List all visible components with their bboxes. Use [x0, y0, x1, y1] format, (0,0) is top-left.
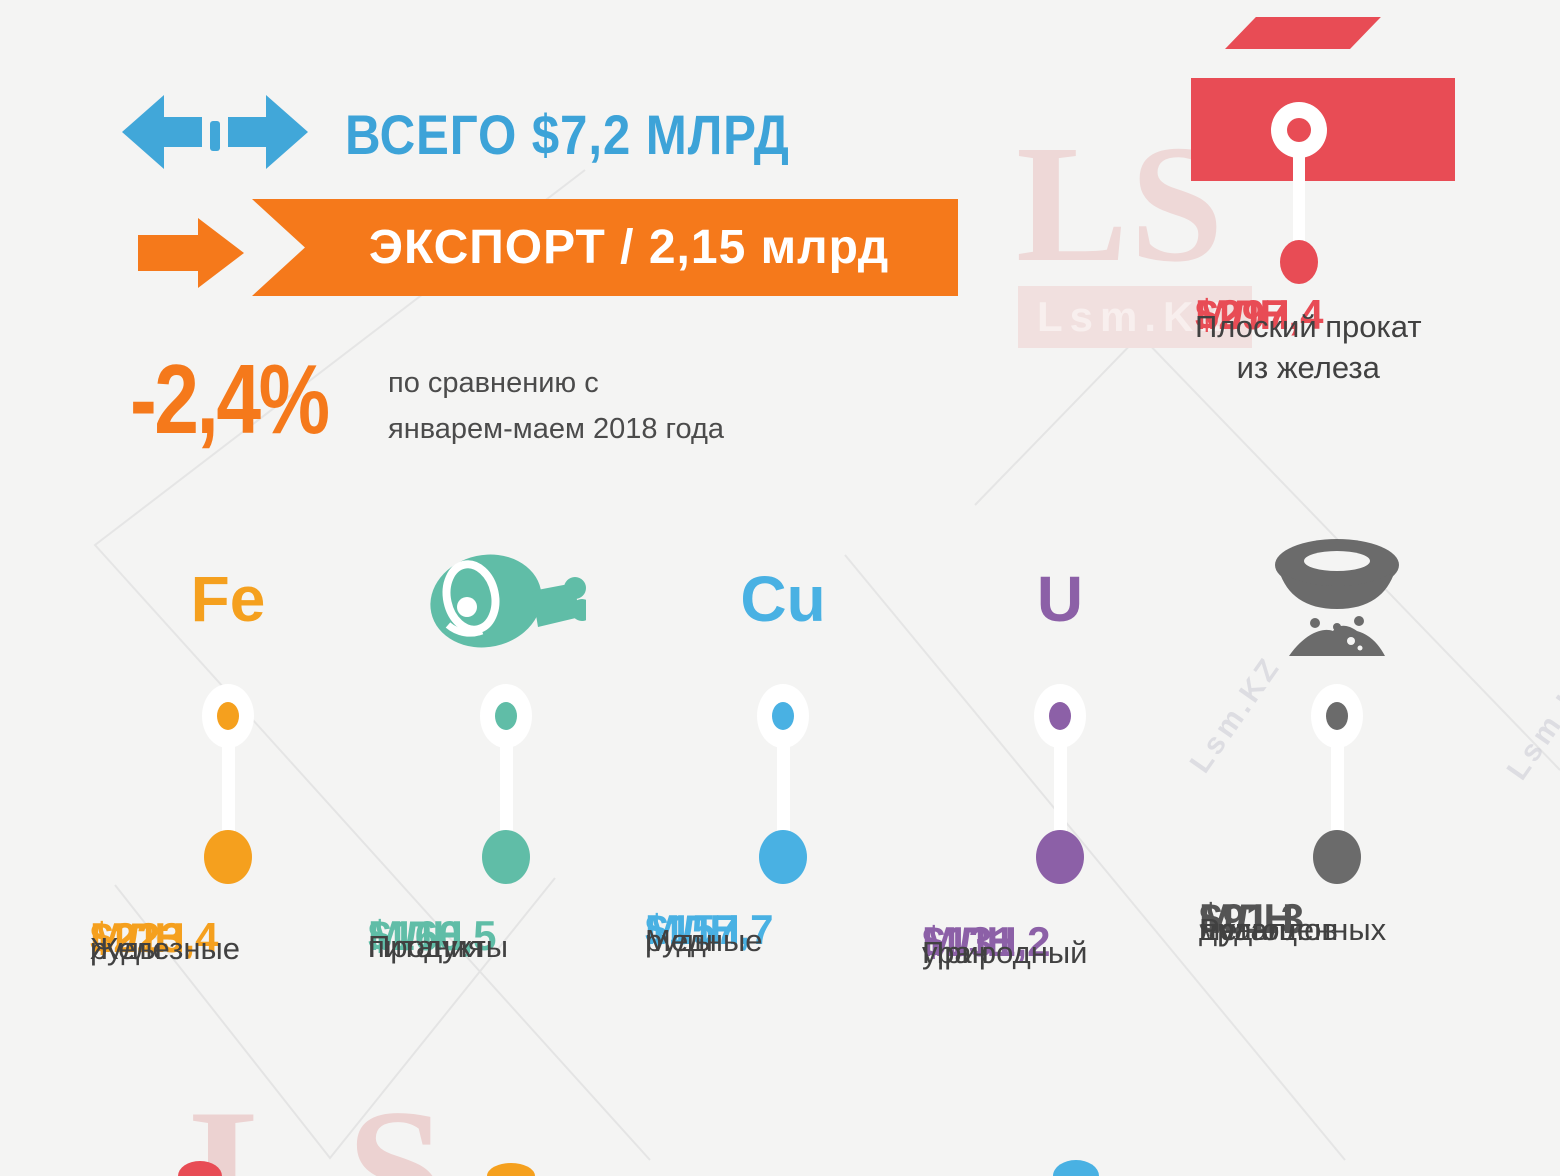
lsm-kz-watermark-box: Lsm.KZ — [1018, 286, 1252, 348]
bar-marker-dot — [759, 830, 807, 884]
element-symbol-fe: Fe — [190, 563, 266, 635]
featured-label-line1: Плоский прокат — [1195, 309, 1422, 344]
bar-marker-stem — [1331, 712, 1344, 858]
featured-marker-dot — [1280, 240, 1318, 284]
column-value: $223,4 — [90, 914, 219, 961]
column-value: $160,5 — [368, 912, 497, 959]
featured-marker-ring — [1271, 102, 1327, 158]
change-note-line1: по сравнению с — [388, 367, 599, 399]
bar-marker-ring — [757, 684, 809, 748]
column-label-line: драгоценных — [1199, 912, 1387, 947]
featured-label-line2: из железа — [1236, 350, 1380, 385]
bar-marker-ring — [202, 684, 254, 748]
column-label-line: Железные — [90, 931, 240, 966]
column-label-line: уран — [922, 935, 989, 970]
bar-marker-dot — [1036, 830, 1084, 884]
bar-marker-stem — [1054, 712, 1067, 858]
featured-label: Плоский прокат из железа — [1195, 306, 1422, 388]
export-banner: ЭКСПОРТ / 2,15 млрд — [252, 199, 958, 296]
ham-icon — [430, 554, 586, 648]
lsm-kz-watermark-text: Lsm.KZ — [1036, 293, 1233, 340]
bar-marker-ring — [1034, 684, 1086, 748]
column-value: $91,3 — [1199, 895, 1305, 942]
ls-logo-watermark-bottom: LS — [190, 1072, 484, 1176]
export-banner-label: ЭКСПОРТ / 2,15 млрд — [368, 221, 890, 274]
column-value-unit: МЛН — [368, 912, 463, 959]
gold-pan-icon — [1275, 539, 1399, 656]
column-value: $131,2 — [922, 918, 1051, 965]
column-label-line: руды — [90, 931, 162, 966]
element-symbol-cu: Cu — [740, 563, 826, 635]
column-value: $157,7 — [645, 906, 774, 953]
column-label-line: Медные — [645, 923, 763, 958]
next-section-icon-tip — [178, 1161, 222, 1176]
element-symbol-u: U — [1036, 563, 1084, 635]
column-label-line: руды — [645, 923, 717, 958]
column-label-line: Природный — [922, 935, 1088, 970]
column-label-line: Продукты — [368, 929, 509, 964]
bar-marker-dot — [1313, 830, 1361, 884]
watermark-diagonal-text: Lsm.KZ — [1501, 657, 1560, 786]
column-value-unit: МЛН — [1199, 895, 1294, 942]
featured-value-line1: $297,4 — [1195, 291, 1324, 338]
ls-logo-watermark: LS — [1016, 111, 1226, 297]
change-note: по сравнению с январем-маем 2018 года — [388, 360, 724, 452]
column-value-unit: МЛН — [90, 914, 185, 961]
next-section-icon-tip — [1053, 1160, 1099, 1176]
bar-marker-stem — [222, 712, 235, 858]
column-value-unit: МЛН — [922, 918, 1017, 965]
change-note-line2: январем-маем 2018 года — [388, 413, 725, 445]
featured-marker-stem — [1293, 128, 1305, 252]
column-label-line: питания — [368, 929, 485, 964]
bar-marker-dot — [204, 830, 252, 884]
next-section-icon-tip — [487, 1163, 535, 1176]
column-label-line: Руды — [1199, 912, 1275, 947]
bar-marker-ring — [480, 684, 532, 748]
total-trade-label: ВСЕГО $7,2 МЛРД — [345, 103, 790, 166]
column-value-unit: МЛН — [645, 906, 740, 953]
export-arrow-icon — [138, 218, 244, 288]
change-percent-value: -2,4% — [130, 344, 330, 454]
bar-marker-dot — [482, 830, 530, 884]
column-label-line: металлов — [1199, 912, 1338, 947]
trade-double-arrow-icon — [122, 95, 308, 169]
bar-marker-stem — [500, 712, 513, 858]
bar-marker-stem — [777, 712, 790, 858]
bar-marker-ring — [1311, 684, 1363, 748]
featured-value-line2: МЛН — [1195, 291, 1290, 338]
